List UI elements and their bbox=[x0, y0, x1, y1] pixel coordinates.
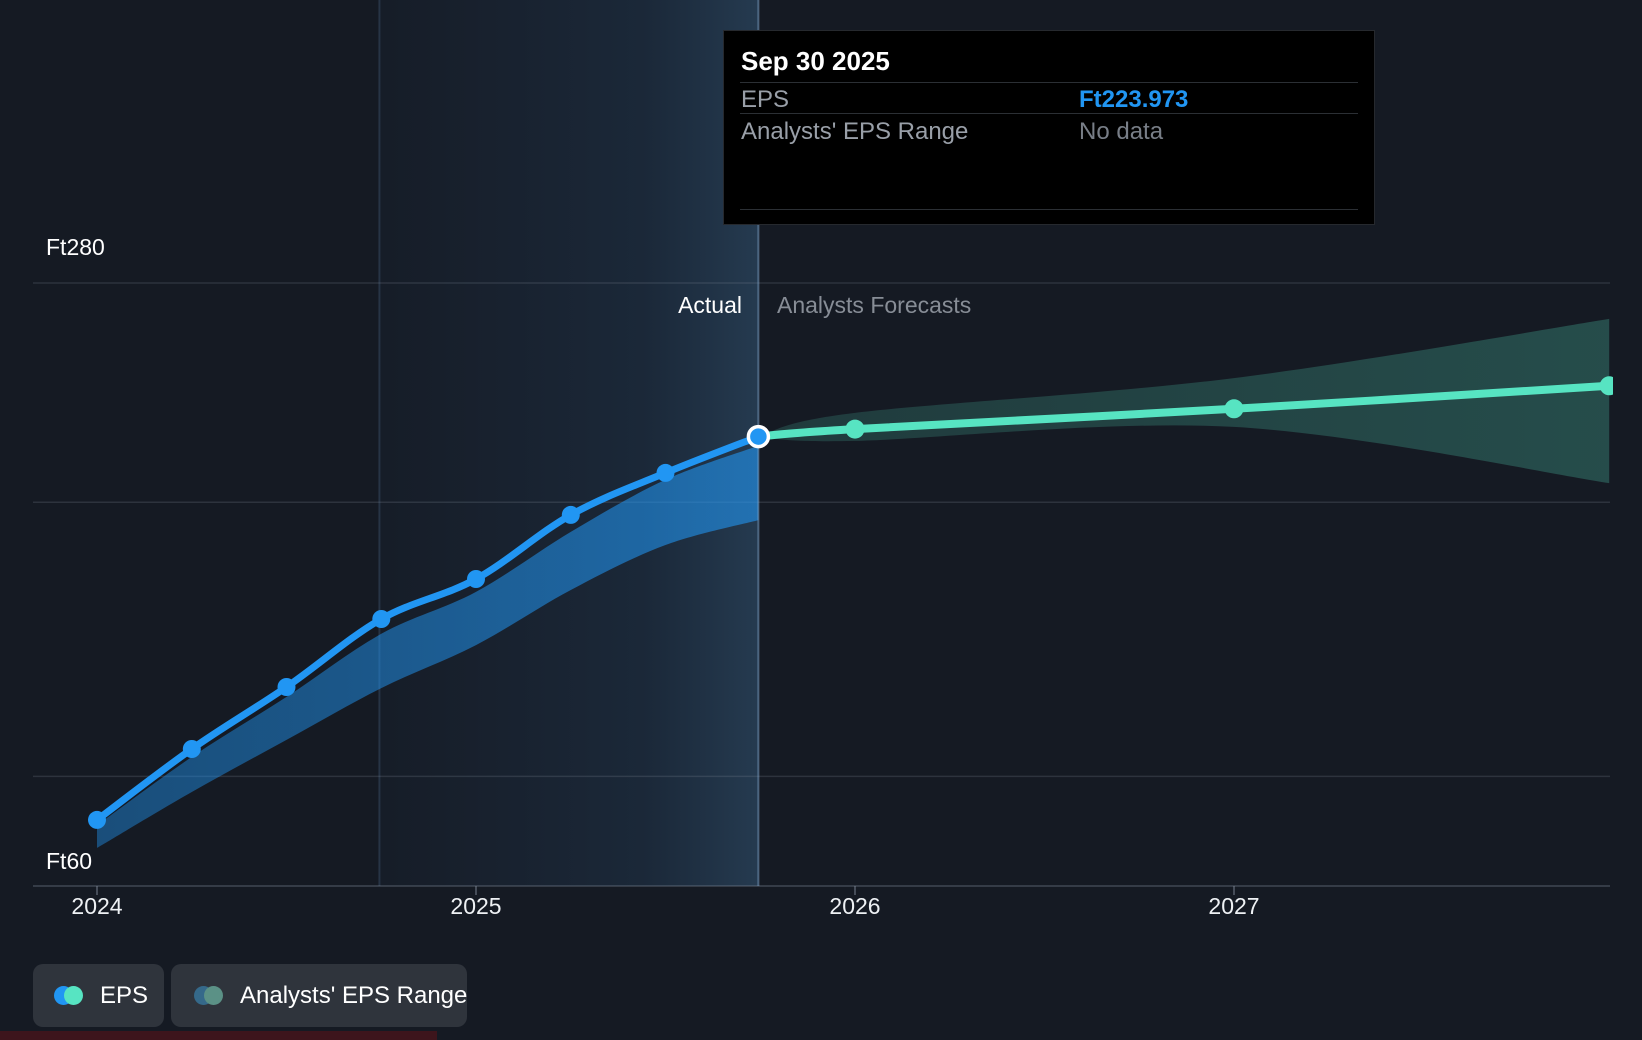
tooltip-divider bbox=[740, 113, 1358, 114]
eps-legend-dots-icon bbox=[54, 986, 83, 1005]
tooltip-divider bbox=[740, 209, 1358, 210]
tooltip-eps-value: Ft223.973 bbox=[1079, 86, 1189, 113]
x-axis-label: 2024 bbox=[71, 893, 123, 919]
y-axis-max-label: Ft280 bbox=[46, 234, 105, 260]
analysts-eps-range-area bbox=[758, 318, 1610, 484]
x-axis-ticks bbox=[96, 886, 1235, 895]
tooltip-date: Sep 30 2025 bbox=[741, 46, 890, 76]
x-axis-label: 2027 bbox=[1208, 893, 1260, 919]
eps-forecast-line bbox=[754, 381, 1613, 441]
legend-eps-label: EPS bbox=[100, 981, 149, 1009]
eps-forecast-points bbox=[845, 376, 1613, 439]
next-section-edge bbox=[0, 1031, 437, 1040]
y-axis-min-label: Ft60 bbox=[46, 848, 93, 874]
legend-range-label: Analysts' EPS Range bbox=[240, 981, 468, 1009]
chart-tooltip: Sep 30 2025 EPS Ft223.973 Analysts' EPS … bbox=[723, 30, 1375, 225]
gridlines bbox=[33, 282, 1610, 887]
eps-actual-points bbox=[88, 424, 771, 829]
actual-eps-range-area bbox=[97, 445, 759, 848]
forecast-era-label: Analysts Forecasts bbox=[777, 292, 972, 318]
tooltip-range-value: No data bbox=[1079, 118, 1164, 145]
legend-eps-toggle[interactable]: EPS bbox=[33, 964, 164, 1027]
x-axis-label: 2025 bbox=[450, 893, 502, 919]
tooltip-divider bbox=[740, 82, 1358, 83]
eps-actual-line bbox=[93, 433, 762, 824]
legend-range-toggle[interactable]: Analysts' EPS Range bbox=[171, 964, 467, 1027]
tooltip-eps-label: EPS bbox=[741, 86, 790, 113]
x-axis-label: 2026 bbox=[829, 893, 881, 919]
range-legend-dots-icon bbox=[194, 986, 223, 1005]
tooltip-range-label: Analysts' EPS Range bbox=[741, 118, 969, 145]
actual-era-label: Actual bbox=[678, 292, 742, 318]
trailing-12m-highlight bbox=[379, 0, 759, 886]
